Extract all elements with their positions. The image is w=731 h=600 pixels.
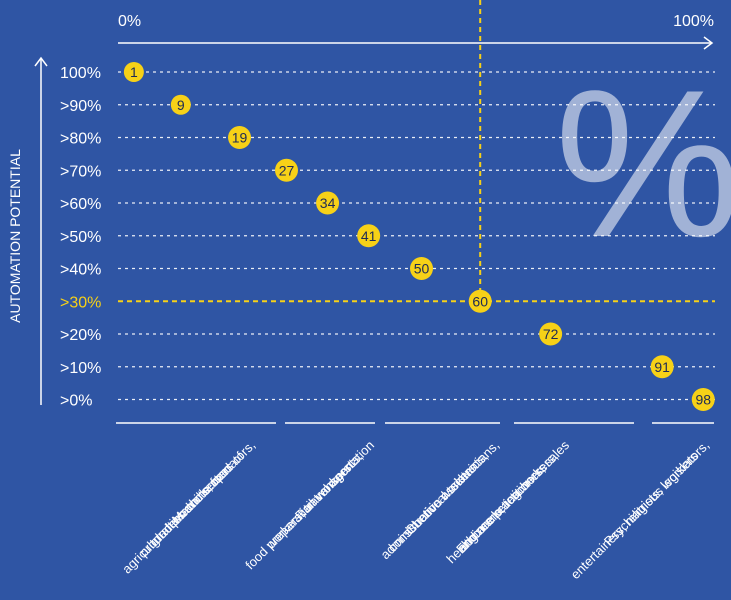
y-tick-label: >20% (60, 327, 101, 344)
data-point-label: 91 (654, 359, 670, 375)
data-point-marker (274, 158, 298, 182)
y-tick-label: >40% (60, 262, 101, 279)
data-point-marker (650, 355, 674, 379)
data-point-marker (410, 257, 433, 280)
y-tick-label: >10% (60, 360, 101, 377)
y-tick-label: >60% (60, 196, 101, 213)
x-axis-end-label: 100% (673, 13, 714, 30)
data-point-marker (539, 322, 563, 346)
data-point-label: 1 (130, 64, 138, 80)
percent-watermark: % (555, 46, 731, 281)
data-point-marker (170, 94, 191, 115)
y-tick-label: >50% (60, 229, 101, 246)
data-point-label: 19 (232, 130, 248, 146)
category-label: production workers (136, 471, 225, 560)
y-tick-label: >0% (60, 393, 92, 410)
x-axis-start-label: 0% (118, 13, 141, 30)
y-axis-arrow (34, 56, 48, 67)
y-tick-label: >80% (60, 131, 101, 148)
data-point-marker (691, 388, 715, 411)
category-label: entertainers, religious workers (568, 448, 702, 582)
category-label: food preparation workers (242, 460, 355, 573)
data-point-label: 98 (695, 392, 711, 408)
data-point-label: 34 (320, 195, 336, 211)
data-point-label: 60 (472, 293, 488, 309)
data-point-marker (357, 224, 381, 248)
data-point-label: 27 (279, 162, 295, 178)
y-tick-label: >30% (60, 294, 101, 311)
data-point-marker (316, 191, 340, 215)
data-point-marker (123, 62, 144, 82)
y-axis-title: AUTOMATION POTENTIAL (7, 149, 23, 323)
data-point-label: 9 (177, 97, 185, 113)
y-tick-label: >90% (60, 98, 101, 115)
y-tick-label: >70% (60, 163, 101, 180)
y-tick-label: 100% (60, 65, 101, 82)
data-point-marker (468, 289, 492, 313)
data-point-label: 50 (414, 261, 430, 277)
data-point-label: 72 (543, 326, 559, 342)
x-axis-arrow (703, 36, 714, 50)
data-point-label: 41 (361, 228, 377, 244)
data-point-marker (228, 126, 252, 149)
